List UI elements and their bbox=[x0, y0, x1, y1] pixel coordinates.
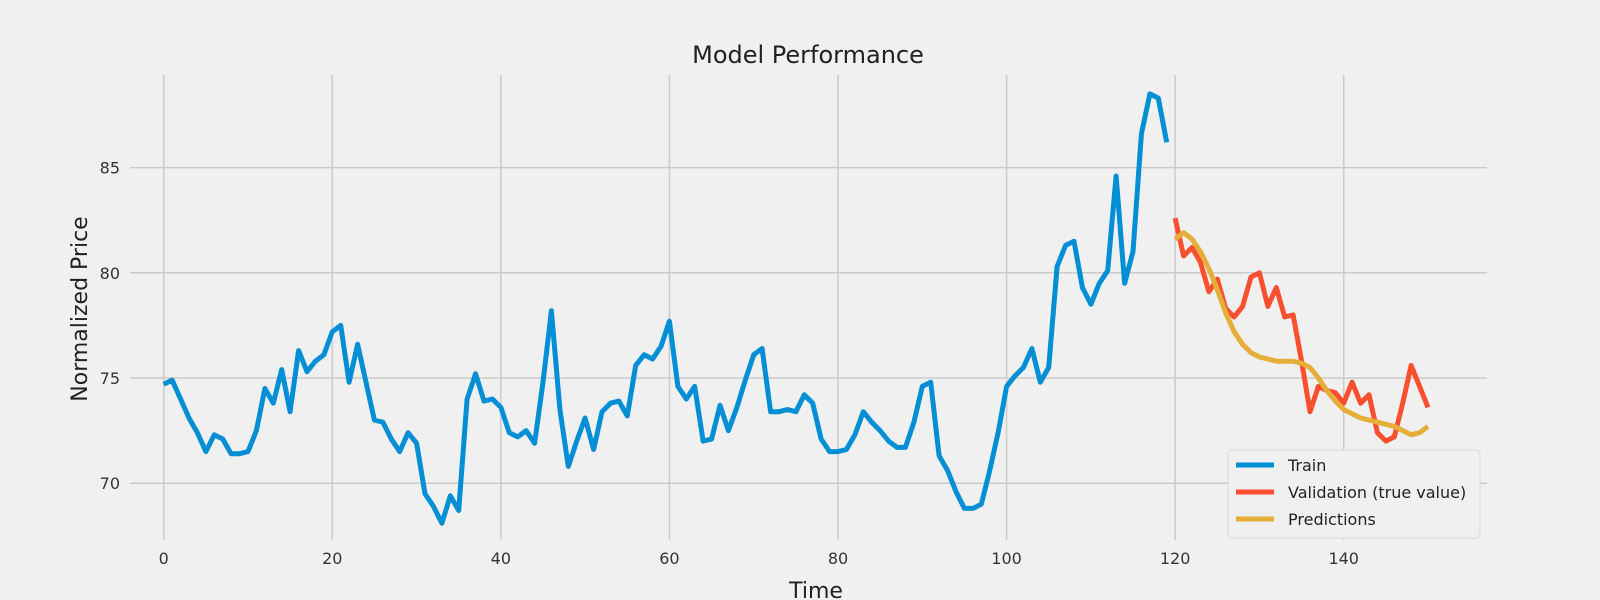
legend: Train Validation (true value) Predictions bbox=[1227, 449, 1481, 539]
x-tick-label: 120 bbox=[1160, 549, 1191, 568]
legend-label: Validation (true value) bbox=[1288, 483, 1466, 502]
legend-label: Predictions bbox=[1288, 510, 1376, 529]
x-tick-label: 140 bbox=[1328, 549, 1359, 568]
x-axis-label: Time bbox=[788, 579, 843, 600]
legend-box bbox=[1227, 449, 1481, 539]
y-tick-label: 70 bbox=[100, 474, 120, 493]
x-tick-label: 20 bbox=[322, 549, 342, 568]
series-line-predictions bbox=[1173, 230, 1430, 438]
y-tick-label: 85 bbox=[100, 159, 120, 178]
y-tick-label: 80 bbox=[100, 264, 120, 283]
series-line-train bbox=[162, 91, 1170, 526]
x-tick-label: 100 bbox=[991, 549, 1022, 568]
legend-label: Train bbox=[1287, 456, 1326, 475]
x-tick-label: 80 bbox=[828, 549, 848, 568]
x-tick-label: 60 bbox=[659, 549, 679, 568]
x-tick-label: 40 bbox=[491, 549, 511, 568]
series-lines bbox=[162, 91, 1431, 526]
y-axis-label: Normalized Price bbox=[68, 216, 93, 401]
x-tick-label: 0 bbox=[159, 549, 169, 568]
tick-labels: 0 20 40 60 80 100 120 140 70 75 80 85 bbox=[100, 159, 1359, 568]
y-tick-label: 75 bbox=[100, 369, 120, 388]
chart-title: Model Performance bbox=[692, 41, 924, 69]
